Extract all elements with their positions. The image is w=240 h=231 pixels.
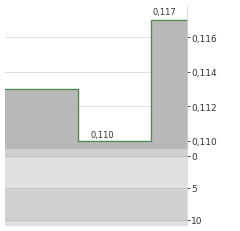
Bar xyxy=(5,150,187,156)
Bar xyxy=(5,188,187,220)
Text: 0,117: 0,117 xyxy=(153,8,176,17)
Text: 0,110: 0,110 xyxy=(90,130,114,139)
Bar xyxy=(5,156,187,188)
Bar xyxy=(5,220,187,226)
